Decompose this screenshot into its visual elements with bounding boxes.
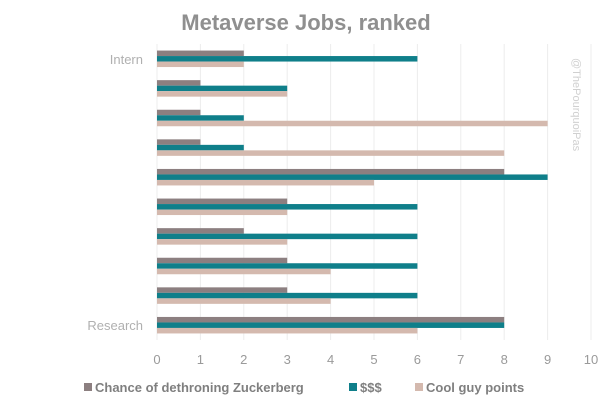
category-label: Intern: [110, 52, 143, 67]
bar: [157, 327, 418, 334]
x-tick-label: 6: [414, 352, 421, 367]
legend-label: Chance of dethroning Zuckerberg: [95, 380, 304, 395]
bar: [157, 204, 418, 210]
bar: [157, 168, 505, 175]
bar: [157, 239, 288, 245]
bar: [157, 179, 374, 186]
x-tick-label: 2: [240, 352, 247, 367]
x-tick-label: 9: [544, 352, 551, 367]
legend-label: Cool guy points: [426, 380, 524, 395]
x-axis-ticks: 0 1 2 3 4 5 6 7 8 9 10: [153, 352, 598, 367]
bar: [157, 150, 505, 156]
x-tick-label: 1: [197, 352, 204, 367]
x-tick-label: 0: [153, 352, 160, 367]
legend-swatch: [349, 383, 357, 391]
bar: [157, 268, 331, 275]
legend: Chance of dethroning Zuckerberg $$$ Cool g…: [84, 380, 524, 395]
legend-swatch: [84, 383, 92, 391]
category-labels: Research Intern: [87, 52, 143, 333]
x-tick-label: 4: [327, 352, 334, 367]
bar: [157, 198, 288, 205]
bar: [157, 209, 288, 216]
bar: [157, 322, 505, 328]
bar: [157, 233, 418, 240]
bar: [157, 257, 288, 264]
bar: [157, 120, 548, 127]
bar: [157, 139, 201, 145]
bar: [157, 80, 201, 86]
legend-swatch: [415, 383, 423, 391]
category-label: Research: [87, 318, 143, 333]
bar: [157, 144, 244, 151]
bar: [157, 298, 331, 304]
bar: [157, 50, 244, 57]
bar: [157, 228, 244, 234]
bar: [157, 109, 201, 116]
bar: [157, 316, 505, 323]
bar: [157, 292, 418, 299]
bar: [157, 56, 418, 62]
bar: [157, 85, 288, 92]
bar: [157, 115, 244, 121]
bar: [157, 61, 244, 68]
bar: [157, 263, 418, 269]
chart-title: Metaverse Jobs, ranked: [181, 10, 430, 35]
bar: [157, 174, 548, 180]
bar: [157, 287, 288, 293]
x-tick-label: 8: [501, 352, 508, 367]
legend-label: $$$: [360, 380, 382, 395]
x-tick-label: 3: [284, 352, 291, 367]
bars: [157, 50, 548, 334]
x-tick-label: 7: [457, 352, 464, 367]
watermark-text: @ThePourquoiPas: [570, 58, 582, 152]
bar: [157, 91, 288, 97]
x-tick-label: 5: [370, 352, 377, 367]
x-tick-label: 10: [584, 352, 598, 367]
